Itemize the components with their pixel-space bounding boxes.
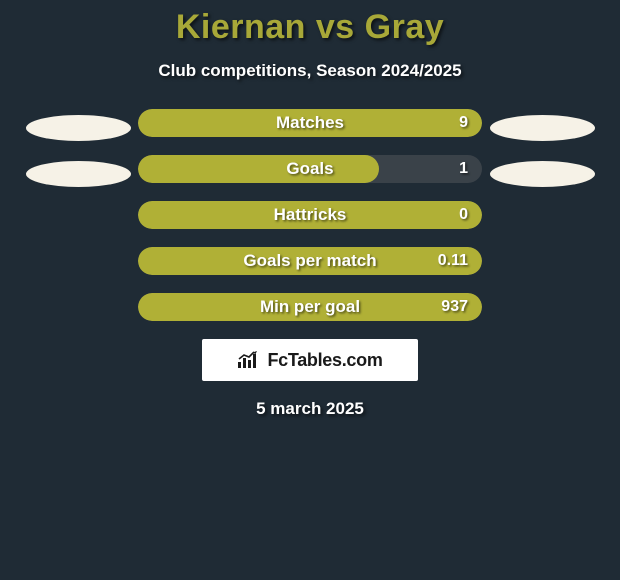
avatar — [490, 115, 595, 141]
stat-bar-label: Min per goal — [260, 297, 360, 317]
stat-bar: Goals 1 — [138, 155, 482, 183]
stat-bar-label: Matches — [276, 113, 344, 133]
stat-bar-value: 9 — [459, 114, 468, 132]
stat-bar-label: Goals per match — [243, 251, 376, 271]
right-avatars — [482, 109, 602, 207]
stat-bar: Goals per match 0.11 — [138, 247, 482, 275]
stats-card: Kiernan vs Gray Club competitions, Seaso… — [0, 0, 620, 419]
avatar — [26, 115, 131, 141]
stat-bar-value: 0 — [459, 206, 468, 224]
avatar — [490, 161, 595, 187]
source-badge[interactable]: FcTables.com — [202, 339, 418, 381]
stat-bar: Min per goal 937 — [138, 293, 482, 321]
stat-bar-value: 0.11 — [438, 252, 468, 270]
stat-bars: Matches 9 Goals 1 Hattricks 0 Goals per match 0… — [138, 109, 482, 321]
stat-bar-fill — [138, 155, 379, 183]
stat-bar-value: 937 — [441, 298, 468, 316]
page-subtitle: Club competitions, Season 2024/2025 — [158, 61, 461, 81]
stat-bar: Matches 9 — [138, 109, 482, 137]
stat-bar-label: Goals — [286, 159, 333, 179]
left-avatars — [18, 109, 138, 207]
stat-bar: Hattricks 0 — [138, 201, 482, 229]
avatar — [26, 161, 131, 187]
stat-bar-label: Hattricks — [274, 205, 347, 225]
main-row: Matches 9 Goals 1 Hattricks 0 Goals per match 0… — [0, 109, 620, 321]
chart-icon — [237, 351, 261, 369]
page-title: Kiernan vs Gray — [176, 8, 444, 47]
stat-bar-value: 1 — [459, 160, 468, 178]
date-label: 5 march 2025 — [256, 399, 364, 419]
badge-text: FcTables.com — [267, 350, 382, 371]
